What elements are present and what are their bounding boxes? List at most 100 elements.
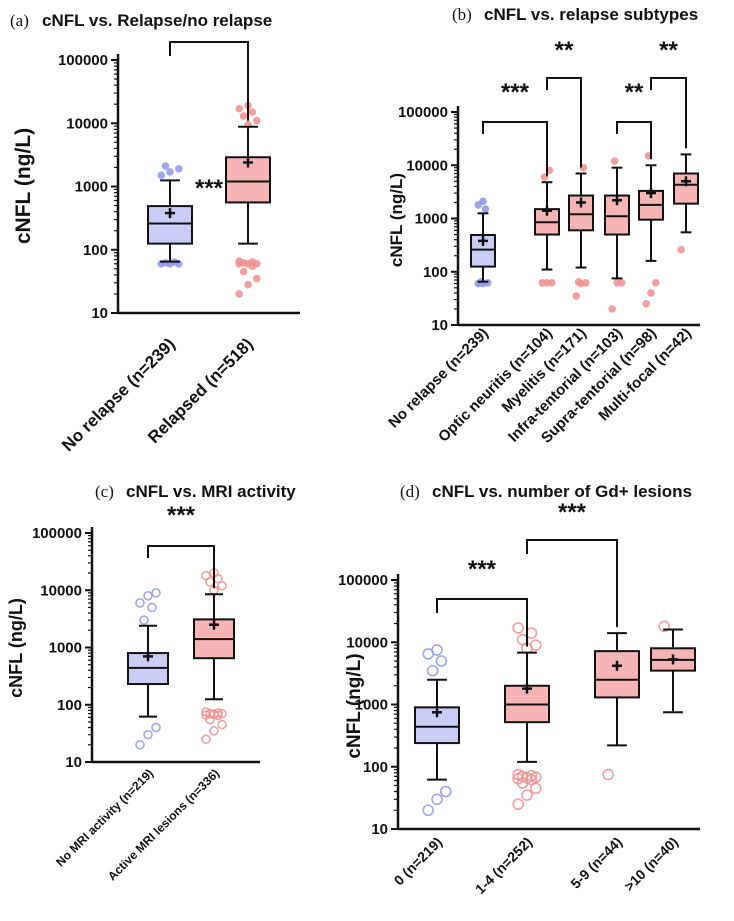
bracket-line <box>546 77 582 168</box>
outlier-point <box>481 205 490 213</box>
y-tick-label: 100000 <box>32 525 82 542</box>
y-tick-label: 100 <box>423 264 448 281</box>
outlier-point <box>201 707 211 717</box>
y-tick-label: 10000 <box>346 634 388 651</box>
box-3 <box>604 157 630 313</box>
outlier-point <box>422 804 435 817</box>
y-axis-label: cNFL (ng/L) <box>344 653 365 758</box>
outlier-point <box>143 729 153 740</box>
outlier-point <box>431 644 443 656</box>
bracket-line <box>147 545 215 589</box>
box-3 <box>650 620 696 714</box>
outlier-point <box>135 739 145 750</box>
y-tick-label: 100 <box>363 759 388 776</box>
y-tick-label: 10 <box>65 754 82 771</box>
outlier-point <box>426 664 439 677</box>
box-0 <box>147 162 193 268</box>
outlier-point <box>483 279 492 287</box>
panel-letter: (a) <box>10 11 29 30</box>
outlier-point <box>135 598 145 608</box>
outlier-point <box>209 726 219 736</box>
bracket-line <box>482 121 548 177</box>
outlier-point <box>175 165 183 173</box>
box-0 <box>127 588 169 750</box>
y-tick-label: 10 <box>91 305 108 322</box>
bracket-line <box>616 121 652 160</box>
y-axis-label: cNFL (ng/L) <box>6 598 26 698</box>
outlier-point <box>651 279 660 287</box>
significance-bracket: *** <box>482 79 548 177</box>
significance-label: ** <box>625 79 644 106</box>
y-tick-label: 100 <box>57 697 82 714</box>
outlier-point <box>521 789 533 801</box>
outlier-point <box>151 722 161 733</box>
outlier-point <box>201 570 211 581</box>
panel-b: (b) cNFL vs. relapse subtypes 10 100 1000 100… <box>385 5 700 447</box>
outlier-point <box>157 171 165 180</box>
outlier-point <box>474 201 483 209</box>
y-tick-label: 1000 <box>415 211 448 228</box>
box-1 <box>193 568 235 745</box>
box-1 <box>225 101 271 298</box>
outlier-point <box>248 108 257 116</box>
significance-bracket: ** <box>616 79 652 160</box>
significance-label: ** <box>555 37 574 64</box>
outlier-point <box>547 279 556 287</box>
significance-bracket: ** <box>650 37 687 149</box>
outlier-point <box>213 573 223 584</box>
outlier-point <box>512 798 525 811</box>
outlier-point <box>572 292 581 300</box>
x-category-label: 0 (n=219) <box>391 834 446 889</box>
outlier-point <box>217 719 227 730</box>
outlier-point <box>642 300 651 308</box>
outlier-point <box>239 267 248 276</box>
panel-letter: (d) <box>400 482 420 501</box>
box-2 <box>594 632 640 781</box>
outlier-point <box>139 615 149 625</box>
bracket-line <box>650 77 687 149</box>
outlier-point <box>217 708 227 719</box>
bracket-line <box>526 539 618 628</box>
significance-label: *** <box>501 79 530 106</box>
significance-label: *** <box>195 175 224 202</box>
panel-letter: (c) <box>95 482 114 501</box>
outlier-point <box>581 279 590 287</box>
outlier-point <box>677 245 686 254</box>
outlier-point <box>217 580 227 591</box>
y-tick-label: 10000 <box>40 582 82 599</box>
significance-bracket: *** <box>147 502 215 589</box>
outlier-point <box>658 620 671 633</box>
y-axis-label: cNFL (ng/L) <box>12 128 35 244</box>
significance-label: *** <box>468 556 497 583</box>
y-tick-label: 10 <box>431 317 448 334</box>
outlier-point <box>647 289 655 297</box>
outlier-point <box>252 274 261 283</box>
outlier-point <box>201 734 211 745</box>
outlier-point <box>235 104 243 113</box>
outlier-point <box>147 602 157 613</box>
significance-bracket: *** <box>526 499 618 628</box>
bracket-line <box>169 41 249 121</box>
outlier-point <box>161 162 170 170</box>
y-tick-label: 10000 <box>406 157 448 174</box>
outlier-point <box>235 257 243 265</box>
significance-bracket: *** <box>169 41 249 202</box>
x-category-label: 1-4 (n=252) <box>472 834 535 897</box>
panel-c: (c) cNFL vs. MRI activity 10 100 1000 10000 10… <box>6 482 296 883</box>
outlier-point <box>602 768 615 781</box>
outlier-point <box>244 280 252 289</box>
box-0 <box>414 644 460 817</box>
outlier-point <box>512 622 525 634</box>
y-tick-label: 1000 <box>355 697 388 714</box>
significance-label: ** <box>659 37 678 64</box>
y-tick-label: 1000 <box>75 179 108 196</box>
significance-label: *** <box>558 499 587 526</box>
x-category-label: Active MRI lesions (n=336) <box>105 766 222 883</box>
outlier-point <box>525 769 538 782</box>
outlier-point <box>151 588 161 598</box>
outlier-point <box>439 785 452 798</box>
y-tick-label: 10 <box>371 821 388 838</box>
y-tick-label: 100 <box>83 242 108 259</box>
outlier-point <box>529 639 542 651</box>
